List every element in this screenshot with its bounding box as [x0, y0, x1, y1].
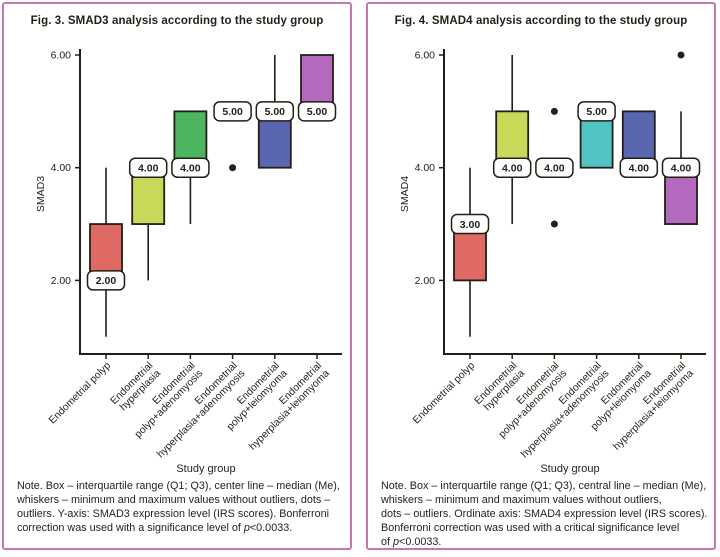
median-label: 4.00 [671, 162, 692, 174]
median-label-pill [86, 270, 126, 291]
y-axis-title: SMAD3 [35, 176, 47, 212]
median-label: 4.00 [180, 162, 201, 174]
y-axis-title: SMAD4 [399, 176, 411, 212]
median-label-pill [128, 157, 168, 178]
median-label: 5.00 [265, 106, 286, 118]
note-line: dots – outliers. Ordinate axis: SMAD4 ex… [381, 507, 709, 521]
note-line: outliers. Y-axis: SMAD3 expression level… [17, 507, 345, 521]
median-label-pill [450, 213, 490, 235]
median-label-pill [619, 157, 659, 178]
category-label: Endometrialhyperplasia [473, 360, 528, 415]
median-label: 2.00 [96, 275, 117, 287]
median-label: 5.00 [307, 106, 328, 118]
y-tick-label: 6.00 [51, 50, 72, 62]
note-text: <0.0033. [399, 536, 442, 548]
note-text: Note. Box – interquartile range (Q1; Q3)… [17, 480, 340, 492]
outlier-dot [550, 220, 558, 228]
median-label-pill [255, 101, 295, 122]
axis-lines [79, 49, 342, 355]
median-label-pill [535, 157, 574, 178]
category-label: Endometrial polyp [411, 360, 477, 426]
median-label-pill [492, 157, 532, 178]
median-label: 4.00 [502, 162, 523, 174]
median-label-pill [661, 157, 701, 178]
median-label: 4.00 [138, 162, 159, 174]
smad3-figure-title: Fig. 3. SMAD3 analysis according to the … [30, 15, 324, 27]
note-line: whiskers – minimum and maximum values wi… [17, 493, 345, 507]
note-text: dots – outliers. Ordinate axis: SMAD4 ex… [381, 508, 708, 520]
median-label-pill [577, 101, 616, 122]
note-text: Note. Box – interquartile range (Q1; Q3)… [381, 480, 707, 492]
note-line: Note. Box – interquartile range (Q1; Q3)… [381, 479, 709, 493]
median-label: 5.00 [586, 106, 607, 118]
axis-lines [443, 49, 706, 355]
smad4-figure-title: Fig. 4. SMAD4 analysis according to the … [394, 15, 688, 27]
category-label: Endometrialhyperplasia [109, 360, 164, 415]
note-text: <0.0033. [249, 522, 293, 534]
median-label: 4.00 [544, 162, 565, 174]
outlier-dot [229, 164, 237, 172]
median-label: 5.00 [222, 106, 243, 118]
note-text: Bonferroni correction was used with a cr… [381, 522, 680, 534]
note-line: Note. Box – interquartile range (Q1; Q3)… [17, 479, 345, 493]
median-label: 3.00 [460, 219, 481, 231]
y-tick-label: 4.00 [415, 162, 436, 174]
outlier-dot [550, 107, 558, 115]
median-label-pill [213, 101, 252, 122]
y-tick-label: 2.00 [51, 275, 72, 287]
note-line: of p<0.0033. [381, 535, 709, 548]
smad4-figure-panel: Fig. 4. SMAD4 analysis according to the … [366, 2, 716, 550]
note-text: outliers. Y-axis: SMAD3 expression level… [17, 508, 330, 520]
median-label: 4.00 [629, 162, 650, 174]
y-tick-label: 4.00 [51, 162, 72, 174]
outlier-dot [677, 51, 685, 59]
x-axis-title: Study group [176, 463, 235, 475]
median-label-pill [171, 157, 210, 178]
note-italic-p: p [393, 536, 400, 548]
note-line: correction was used with a significance … [17, 521, 345, 535]
median-label-pill [297, 101, 337, 122]
note-text: of [381, 536, 394, 548]
note-text: correction was used with a significance … [17, 522, 244, 534]
y-tick-label: 2.00 [415, 275, 436, 287]
note-text: whiskers – minimum and maximum values wi… [17, 494, 331, 506]
note-italic-p: p [243, 522, 250, 534]
category-label: Endometrial polyp [47, 360, 113, 426]
smad3-boxplot-chart: 2.00 4.00 6.00 SMAD3 Endometrial polyp 2.00 En… [35, 49, 342, 475]
note-line: whiskers – minimum and maximum values wi… [381, 493, 709, 507]
smad4-note: Note. Box – interquartile range (Q1; Q3)… [381, 479, 709, 548]
note-line: Bonferroni correction was used with a cr… [381, 521, 709, 535]
x-axis-title: Study group [540, 463, 599, 475]
smad4-boxplot-chart: 2.00 4.00 6.00 SMAD4 Endometrial polyp 3.00 En… [399, 49, 706, 475]
smad3-note: Note. Box – interquartile range (Q1; Q3)… [17, 479, 345, 535]
y-tick-label: 6.00 [415, 50, 436, 62]
smad3-figure-panel: Fig. 3. SMAD3 analysis according to the … [2, 2, 352, 550]
note-text: whiskers – minimum and maximum values wi… [381, 494, 662, 506]
